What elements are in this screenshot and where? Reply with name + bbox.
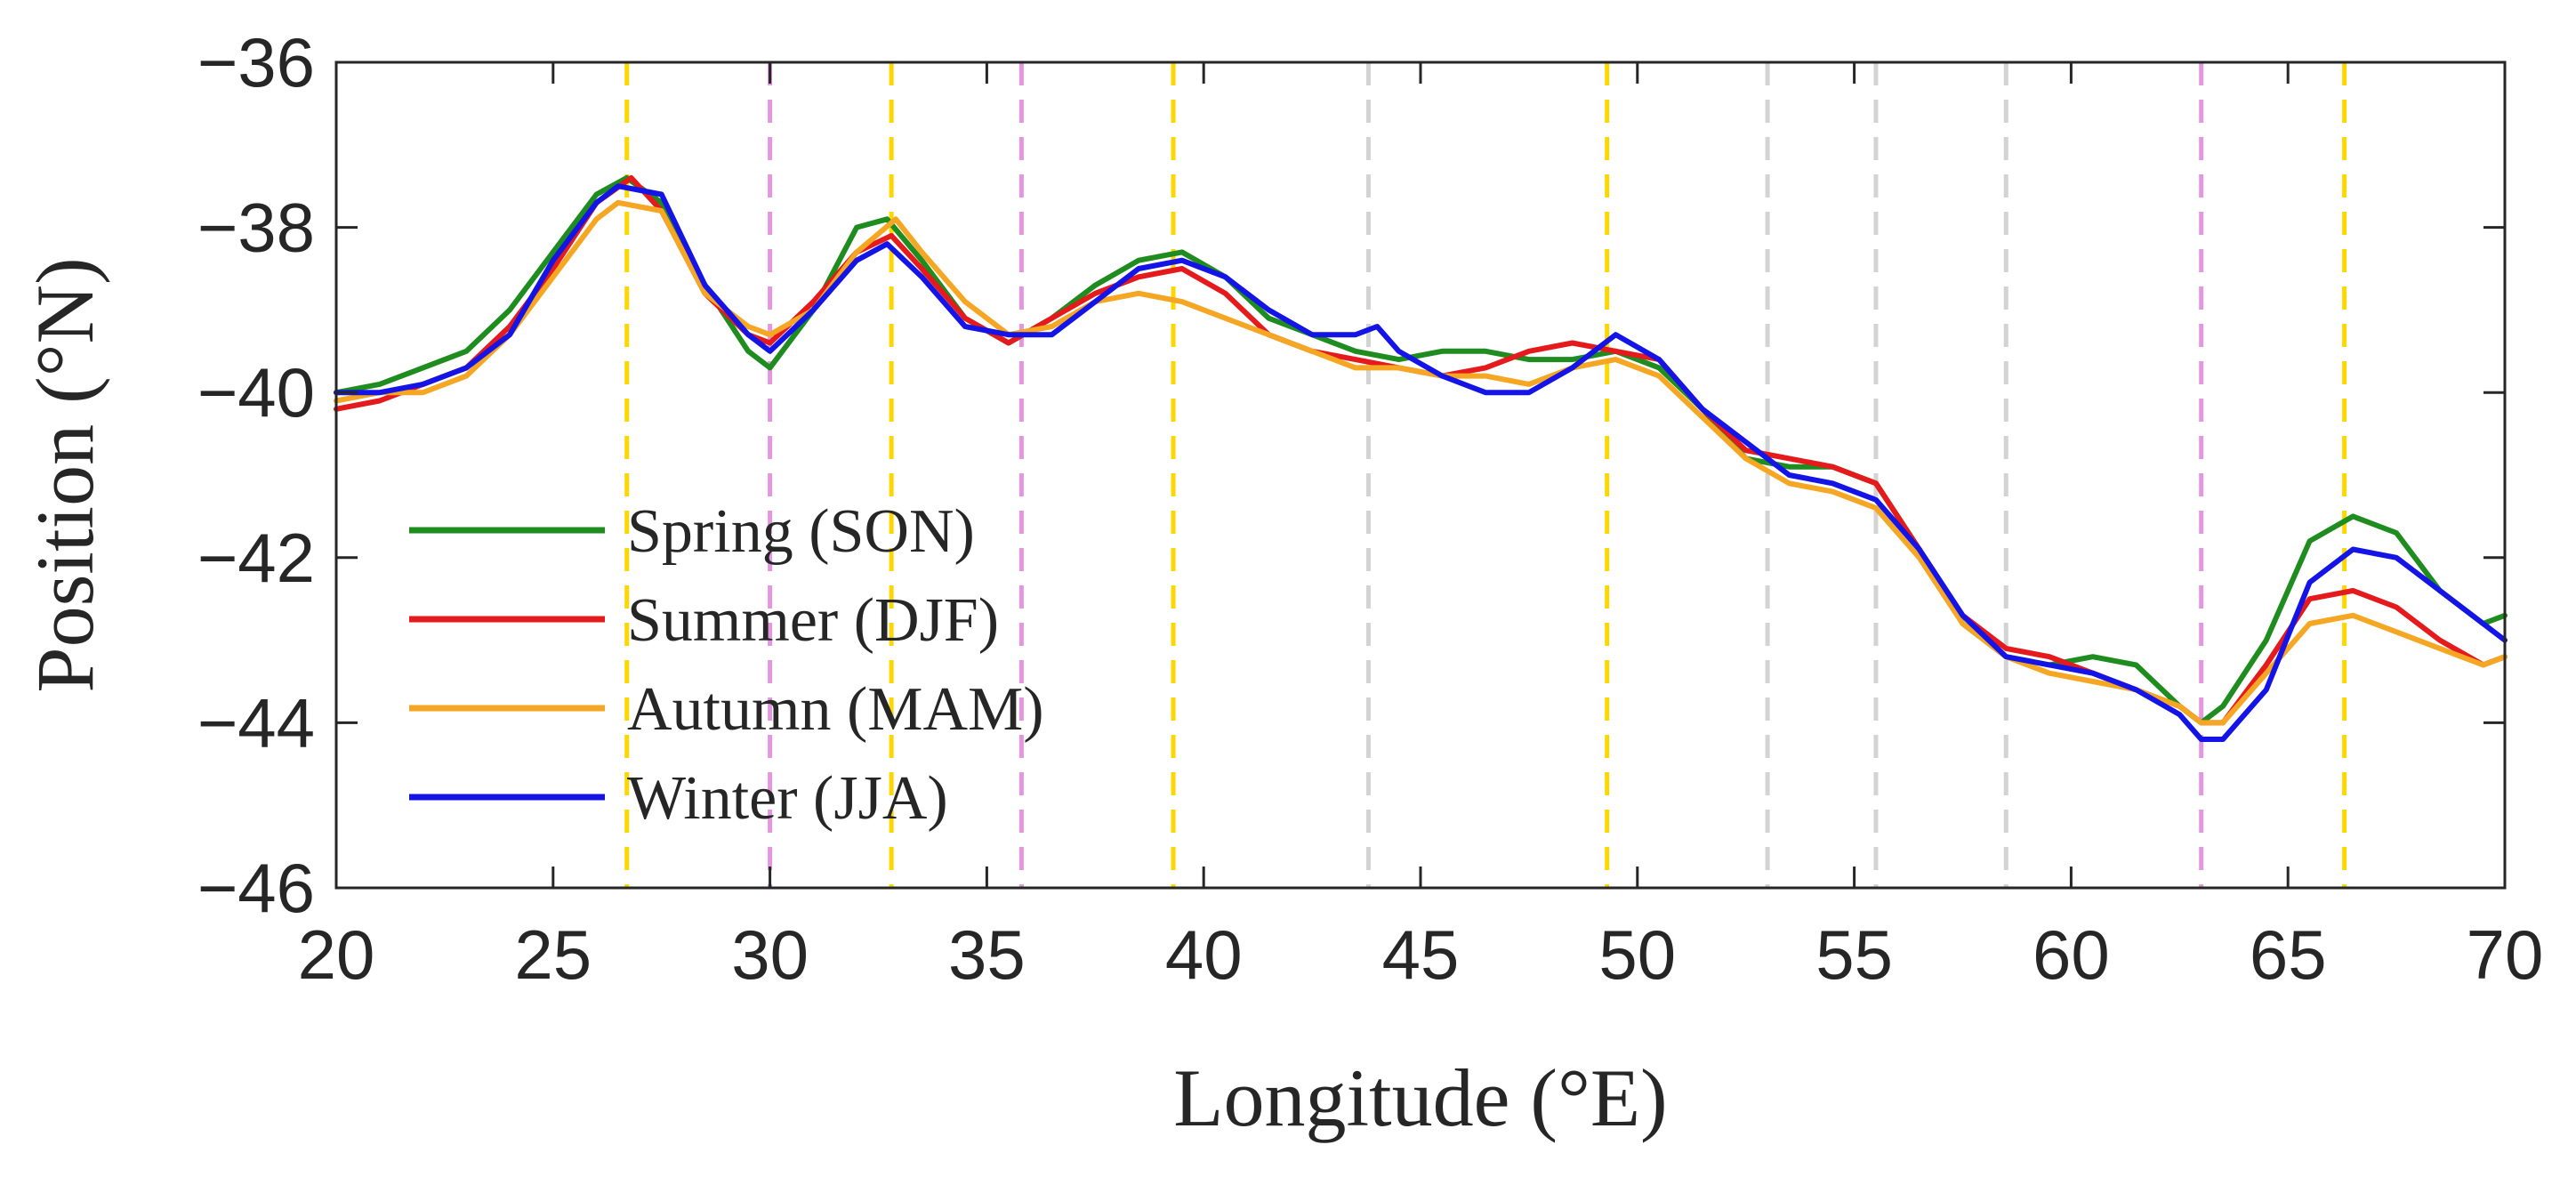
y-tick-label: −42 bbox=[197, 519, 315, 597]
x-tick-labels: 20 25 30 35 40 45 50 55 60 65 70 bbox=[298, 915, 2544, 994]
x-tick-label: 60 bbox=[2033, 915, 2110, 994]
x-tick-label: 65 bbox=[2250, 915, 2327, 994]
x-tick-label: 50 bbox=[1598, 915, 1676, 994]
x-tick-label: 40 bbox=[1165, 915, 1243, 994]
y-tick-label: −38 bbox=[197, 189, 315, 267]
y-tick-label: −44 bbox=[197, 683, 315, 762]
y-axis-title: Position (°N) bbox=[20, 257, 110, 692]
y-tick-label: −46 bbox=[197, 849, 315, 927]
y-tick-label: −40 bbox=[197, 353, 315, 431]
series-lines bbox=[334, 174, 2508, 742]
x-axis-title: Longitude (°E) bbox=[1173, 1052, 1667, 1143]
legend-label-1: Summer (DJF) bbox=[627, 586, 999, 655]
series-line-3 bbox=[334, 183, 2508, 742]
plot-background bbox=[336, 62, 2505, 888]
legend-label-3: Winter (JJA) bbox=[627, 764, 948, 833]
x-tick-label: 35 bbox=[948, 915, 1026, 994]
series-line-2 bbox=[334, 199, 2508, 726]
x-tick-label: 20 bbox=[298, 915, 375, 994]
x-tick-label: 70 bbox=[2467, 915, 2544, 994]
legend-label-0: Spring (SON) bbox=[627, 497, 975, 566]
y-tick-label: −36 bbox=[197, 23, 315, 101]
x-tick-label: 25 bbox=[514, 915, 592, 994]
vertical-reference-lines bbox=[624, 62, 2347, 888]
legend: Spring (SON) Summer (DJF) Autumn (MAM) Wint… bbox=[409, 497, 1044, 833]
x-tick-label: 30 bbox=[731, 915, 809, 994]
legend-label-2: Autumn (MAM) bbox=[627, 675, 1044, 744]
x-tick-label: 45 bbox=[1382, 915, 1460, 994]
x-tick-label: 55 bbox=[1815, 915, 1893, 994]
axis-ticks bbox=[334, 60, 2507, 890]
y-tick-labels: −46 −44 −42 −40 −38 −36 bbox=[197, 23, 315, 927]
